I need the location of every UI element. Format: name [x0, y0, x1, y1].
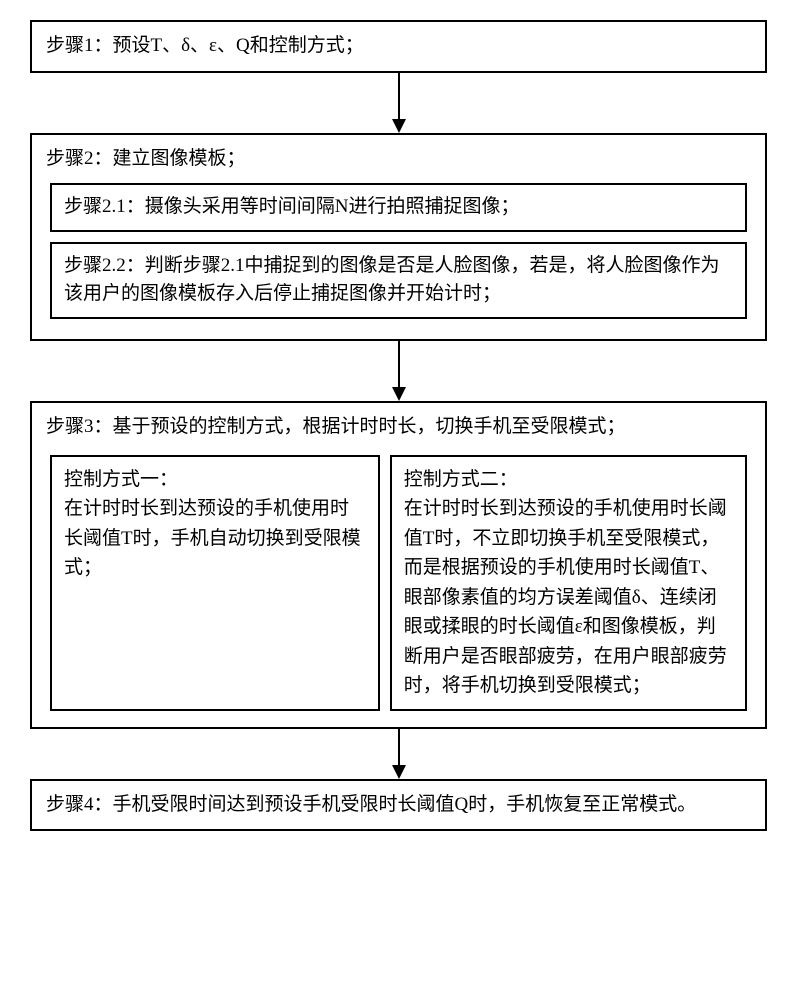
step-3-mode-1-box: 控制方式一： 在计时时长到达预设的手机使用时长阈值T时，手机自动切换到受限模式； — [50, 455, 380, 711]
step-2-2-text: 步骤2.2：判断步骤2.1中捕捉到的图像是否是人脸图像，若是，将人脸图像作为该用… — [64, 255, 720, 305]
step-4-text: 步骤4：手机受限时间达到预设手机受限时长阈值Q时，手机恢复至正常模式。 — [46, 791, 751, 820]
step-3-modes-row: 控制方式一： 在计时时长到达预设的手机使用时长阈值T时，手机自动切换到受限模式；… — [46, 455, 751, 711]
down-arrow-icon — [387, 341, 411, 401]
step-2-2-box: 步骤2.2：判断步骤2.1中捕捉到的图像是否是人脸图像，若是，将人脸图像作为该用… — [50, 242, 747, 319]
step-3-mode-2-text: 控制方式二： 在计时时长到达预设的手机使用时长阈值T时，不立即切换手机至受限模式… — [404, 469, 727, 696]
arrow-3 — [30, 729, 767, 779]
step-1-text: 步骤1：预设T、δ、ε、Q和控制方式； — [46, 32, 751, 61]
step-2-title: 步骤2：建立图像模板； — [46, 145, 751, 174]
step-2-box: 步骤2：建立图像模板； 步骤2.1：摄像头采用等时间间隔N进行拍照捕捉图像； 步… — [30, 133, 767, 341]
arrow-1 — [30, 73, 767, 133]
step-3-box: 步骤3：基于预设的控制方式，根据计时时长，切换手机至受限模式； 控制方式一： 在… — [30, 401, 767, 729]
step-2-1-text: 步骤2.1：摄像头采用等时间间隔N进行拍照捕捉图像； — [64, 196, 519, 217]
step-4-box: 步骤4：手机受限时间达到预设手机受限时长阈值Q时，手机恢复至正常模式。 — [30, 779, 767, 832]
step-2-1-box: 步骤2.1：摄像头采用等时间间隔N进行拍照捕捉图像； — [50, 183, 747, 232]
step-3-title: 步骤3：基于预设的控制方式，根据计时时长，切换手机至受限模式； — [46, 413, 751, 442]
step-1-box: 步骤1：预设T、δ、ε、Q和控制方式； — [30, 20, 767, 73]
step-3-mode-1-text: 控制方式一： 在计时时长到达预设的手机使用时长阈值T时，手机自动切换到受限模式； — [64, 469, 361, 578]
down-arrow-icon — [387, 729, 411, 779]
down-arrow-icon — [387, 73, 411, 133]
arrow-2 — [30, 341, 767, 401]
step-3-mode-2-box: 控制方式二： 在计时时长到达预设的手机使用时长阈值T时，不立即切换手机至受限模式… — [390, 455, 747, 711]
